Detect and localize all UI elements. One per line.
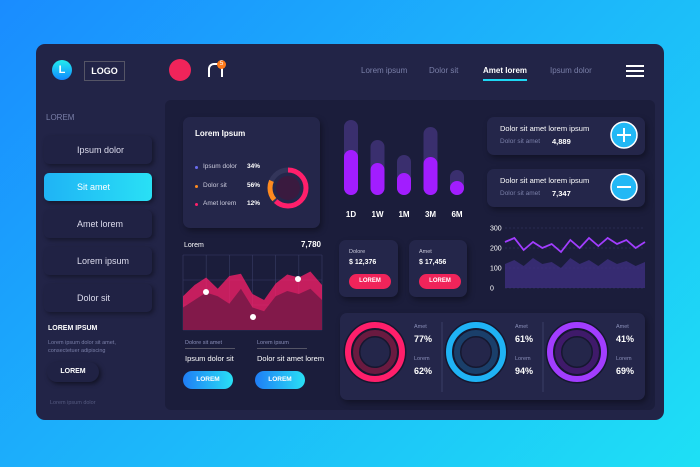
ring-value: 94% [515, 366, 534, 376]
donut-segment [267, 167, 309, 209]
money-value: $ 12,376 [349, 259, 377, 266]
nav-link[interactable]: Ipsum dolor [550, 66, 592, 75]
legend-dot [195, 166, 198, 169]
point-marker [250, 314, 256, 320]
nav-link-active[interactable]: Amet lorem [483, 66, 528, 81]
bar [397, 173, 411, 195]
chart-title: Lorem [184, 242, 204, 249]
stat-value: 7,347 [552, 189, 571, 198]
legend-dot [195, 203, 198, 206]
promo-text: Lorem ipsum dolor sit amet, consectetuer… [48, 340, 116, 354]
ring [547, 322, 607, 382]
x-tick-label: 6M [451, 210, 462, 219]
donut-center [276, 176, 300, 200]
money-button[interactable]: LOREM [349, 274, 391, 289]
badge: 5 [217, 60, 226, 69]
stat-title: Dolor sit amet lorem ipsum [500, 176, 590, 185]
ring-label: Amet [515, 324, 528, 330]
stat-label: Dolor sit amet [500, 190, 541, 197]
ring-value: 77% [414, 334, 433, 344]
x-tick-label: 1W [372, 210, 384, 219]
footer-text: Lorem ipsum dolor [50, 400, 96, 406]
y-tick-label: 200 [490, 246, 502, 253]
ring [446, 322, 506, 382]
ring-label: Lorem [515, 356, 531, 362]
nav-link[interactable]: Dolor sit [429, 66, 459, 75]
link-button[interactable]: LOREM [183, 371, 233, 389]
menu-label: Amet lorem [77, 219, 124, 229]
ring-value: 69% [616, 366, 635, 376]
link-title: Ipsum dolor sit [185, 354, 234, 363]
legend-value: 34% [247, 163, 261, 170]
sidebar-title: LOREM [46, 113, 75, 122]
donut-segment [267, 167, 309, 209]
plus-icon [617, 128, 631, 142]
line [504, 236, 646, 254]
area [183, 288, 322, 330]
menu-item[interactable]: Amet lorem [44, 210, 152, 238]
ring-label: Lorem [616, 356, 632, 362]
legend-dot [195, 184, 198, 188]
ring [555, 330, 599, 374]
legend-label: Dolor sit [203, 181, 227, 189]
legend-value: 56% [247, 181, 261, 189]
menu-item-active[interactable]: Sit amet [44, 173, 152, 201]
ring-value: 41% [616, 334, 635, 344]
x-tick-label: 1D [346, 210, 356, 219]
point-marker [295, 276, 301, 282]
x-tick-label: 3M [425, 210, 436, 219]
chart-value: 7,780 [301, 240, 322, 249]
link-button[interactable]: LOREM [255, 371, 305, 389]
x-tick-label: 1M [398, 210, 409, 219]
logo[interactable]: LOGO [84, 61, 125, 81]
legend-label: Amet lorem [203, 200, 237, 207]
promo-button[interactable]: LOREM [47, 362, 99, 382]
money-label: Dolore [349, 249, 366, 255]
money-label: Amet [419, 249, 432, 255]
ring-label: Lorem [414, 356, 430, 362]
money-button[interactable]: LOREM [419, 274, 461, 289]
ring-label: Amet [414, 324, 427, 330]
bell[interactable] [208, 63, 223, 77]
area [505, 258, 645, 288]
logo-icon: L [52, 60, 72, 80]
menu-item[interactable]: Dolor sit [44, 284, 152, 312]
link-caption: Lorem ipsum [257, 340, 307, 349]
bar [344, 150, 358, 195]
promo-title: LOREM IPSUM [48, 325, 98, 332]
money-value: $ 17,456 [419, 259, 447, 266]
ring-value: 61% [515, 334, 534, 344]
avatar[interactable] [169, 59, 191, 81]
bar [450, 181, 464, 195]
menu-item[interactable]: Ipsum dolor [44, 136, 152, 164]
menu-label: Ipsum dolor [77, 145, 125, 155]
ring [454, 330, 498, 374]
stat-title: Dolor sit amet lorem ipsum [500, 124, 590, 133]
menu-icon[interactable] [626, 65, 644, 77]
link-title: Dolor sit amet lorem [257, 354, 325, 363]
link-caption: Dolore sit amet [185, 340, 235, 349]
ring-value: 62% [414, 366, 433, 376]
bar [370, 163, 385, 195]
legend-label: Ipsum dolor [203, 163, 237, 170]
y-tick-label: 300 [490, 226, 502, 233]
stat-label: Dolor sit amet [500, 138, 541, 145]
card-title: Lorem Ipsum [195, 129, 246, 138]
ring [345, 322, 405, 382]
bar [423, 157, 438, 195]
menu-label: Sit amet [77, 182, 111, 192]
legend-value: 12% [247, 200, 261, 207]
menu-item[interactable]: Lorem ipsum [44, 247, 152, 275]
y-tick-label: 100 [490, 266, 502, 273]
stat-value: 4,889 [552, 137, 571, 146]
ring-label: Amet [616, 324, 629, 330]
nav-link[interactable]: Lorem ipsum [361, 66, 408, 75]
y-tick-label: 0 [490, 286, 494, 293]
menu-label: Lorem ipsum [77, 256, 130, 266]
menu-label: Dolor sit [77, 293, 111, 303]
point-marker [203, 289, 209, 295]
ring [353, 330, 397, 374]
